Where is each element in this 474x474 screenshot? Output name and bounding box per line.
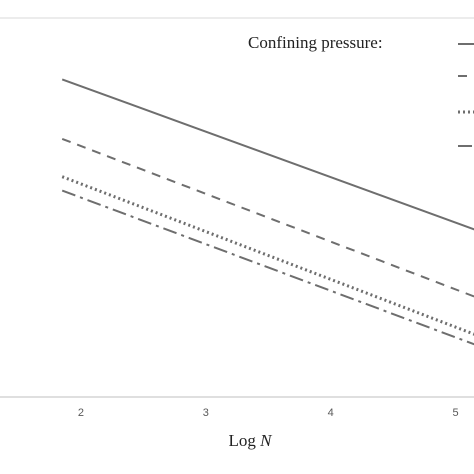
legend — [458, 43, 474, 147]
series-line-dashdot — [61, 189, 474, 346]
legend-title: Confining pressure: — [248, 33, 383, 52]
x-axis-title: Log N — [229, 431, 274, 450]
x-tick-label-2: 2 — [78, 407, 84, 419]
series-layer — [61, 78, 474, 346]
x-tick-labels: 2 3 4 5 — [78, 407, 459, 419]
x-tick-label-3: 3 — [203, 407, 209, 419]
series-line-solid — [61, 78, 474, 231]
series-line-dashed — [61, 137, 474, 298]
x-tick-label-5: 5 — [452, 407, 458, 419]
series-line-dotted — [61, 175, 474, 336]
x-axis-title-prefix: Log — [229, 431, 261, 450]
x-tick-label-4: 4 — [328, 407, 334, 419]
x-axis-title-variable: N — [259, 431, 273, 450]
